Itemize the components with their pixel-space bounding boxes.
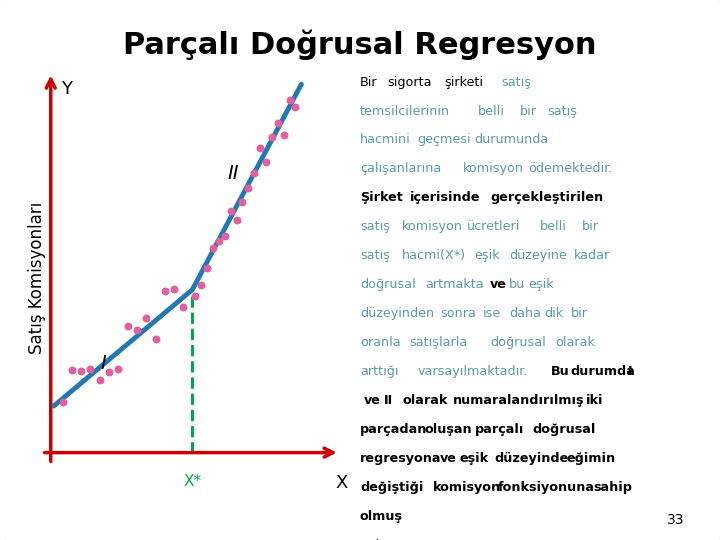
- Text: düzeyine: düzeyine: [509, 249, 567, 262]
- Text: Xoluruz.: Xoluruz.: [360, 539, 413, 540]
- Text: parçalı: parçalı: [474, 423, 524, 436]
- Point: [278, 131, 289, 139]
- Text: I: I: [628, 365, 632, 378]
- Text: X: X: [335, 474, 347, 492]
- Point: [112, 364, 124, 373]
- Text: ödemektedir.: ödemektedir.: [528, 163, 612, 176]
- Text: oranla: oranla: [360, 336, 400, 349]
- Text: durumunda: durumunda: [474, 133, 549, 146]
- Text: doğrusal: doğrusal: [360, 278, 415, 291]
- Text: X*: X*: [183, 474, 202, 489]
- Text: oluşan: oluşan: [425, 423, 472, 436]
- Point: [94, 376, 106, 384]
- Text: satış: satış: [360, 220, 390, 233]
- Point: [131, 326, 143, 334]
- Text: gerçekleştirilen: gerçekleştirilen: [490, 191, 603, 204]
- Text: komisyon: komisyon: [402, 220, 463, 233]
- Text: şirketi: şirketi: [444, 76, 483, 89]
- Point: [150, 335, 161, 343]
- Text: satışlarla: satışlarla: [410, 336, 468, 349]
- Text: ve: ve: [490, 278, 507, 291]
- Text: parçadan: parçadan: [360, 423, 428, 436]
- Text: bir: bir: [582, 220, 599, 233]
- Text: ücretleri: ücretleri: [467, 220, 521, 233]
- Text: ve: ve: [364, 394, 381, 407]
- Text: komisyon: komisyon: [433, 481, 500, 494]
- Point: [225, 206, 236, 215]
- Text: ise: ise: [482, 307, 500, 320]
- Point: [85, 364, 96, 373]
- Text: arttığı: arttığı: [360, 365, 398, 378]
- Text: I: I: [101, 354, 107, 373]
- Text: düzeyinden: düzeyinden: [360, 307, 434, 320]
- Text: olarak: olarak: [403, 394, 449, 407]
- Point: [207, 244, 219, 252]
- Point: [66, 366, 78, 374]
- Text: daha: daha: [509, 307, 541, 320]
- Text: hacmini: hacmini: [360, 133, 410, 146]
- Text: artmakta: artmakta: [425, 278, 484, 291]
- Text: 33: 33: [667, 512, 684, 526]
- Text: komisyon: komisyon: [463, 163, 524, 176]
- Text: Y: Y: [61, 80, 72, 98]
- Point: [159, 286, 171, 295]
- Text: Parçalı Doğrusal Regresyon: Parçalı Doğrusal Regresyon: [123, 30, 597, 60]
- Text: içerisinde: içerisinde: [410, 191, 480, 204]
- Text: doğrusal: doğrusal: [490, 336, 546, 349]
- Text: II: II: [384, 394, 392, 407]
- Point: [122, 322, 133, 331]
- Point: [195, 280, 207, 289]
- Text: temsilcilerinin: temsilcilerinin: [360, 105, 450, 118]
- Text: hacmi(X*): hacmi(X*): [402, 249, 467, 262]
- Text: eşik: eşik: [459, 452, 489, 465]
- Text: numaralandırılmış: numaralandırılmış: [453, 394, 584, 407]
- Text: bir: bir: [571, 307, 588, 320]
- Text: dik: dik: [544, 307, 563, 320]
- Text: belli: belli: [478, 105, 505, 118]
- Point: [272, 118, 284, 127]
- Text: satış: satış: [547, 105, 577, 118]
- Text: varsayılmaktadır.: varsayılmaktadır.: [418, 365, 528, 378]
- Text: olmuş: olmuş: [360, 510, 403, 523]
- Text: geçmesi: geçmesi: [418, 133, 471, 146]
- Text: değiştiği: değiştiği: [360, 481, 423, 494]
- Point: [189, 292, 201, 300]
- Text: fonksiyonuna: fonksiyonuna: [498, 481, 595, 494]
- Point: [103, 368, 114, 377]
- Text: ve: ve: [440, 452, 457, 465]
- Text: sigorta: sigorta: [387, 76, 431, 89]
- Point: [266, 133, 278, 141]
- Point: [178, 303, 189, 312]
- Text: bir: bir: [521, 105, 537, 118]
- Point: [230, 215, 242, 224]
- Text: eğimin: eğimin: [567, 452, 616, 465]
- Point: [237, 198, 248, 206]
- Text: Bu: Bu: [551, 365, 570, 378]
- Text: satış: satış: [360, 249, 390, 262]
- Text: düzeyinde: düzeyinde: [494, 452, 568, 465]
- Point: [76, 367, 87, 375]
- Text: bu: bu: [509, 278, 526, 291]
- Text: olarak: olarak: [555, 336, 595, 349]
- Point: [168, 285, 180, 293]
- Text: Satış Komisyonları: Satış Komisyonları: [29, 202, 47, 354]
- Point: [57, 398, 68, 407]
- Point: [284, 96, 295, 104]
- Point: [260, 157, 271, 166]
- Point: [248, 168, 260, 177]
- Point: [202, 264, 213, 273]
- Text: sonra: sonra: [440, 307, 476, 320]
- Point: [243, 184, 254, 192]
- Text: iki: iki: [586, 394, 603, 407]
- Text: regresyona: regresyona: [360, 452, 441, 465]
- Point: [254, 144, 266, 152]
- Point: [289, 103, 301, 112]
- Text: II: II: [228, 164, 239, 183]
- Text: belli: belli: [540, 220, 567, 233]
- Point: [140, 313, 152, 322]
- Text: eşik: eşik: [528, 278, 554, 291]
- Text: kadar: kadar: [575, 249, 611, 262]
- Text: Bir: Bir: [360, 76, 377, 89]
- Text: sahip: sahip: [593, 481, 632, 494]
